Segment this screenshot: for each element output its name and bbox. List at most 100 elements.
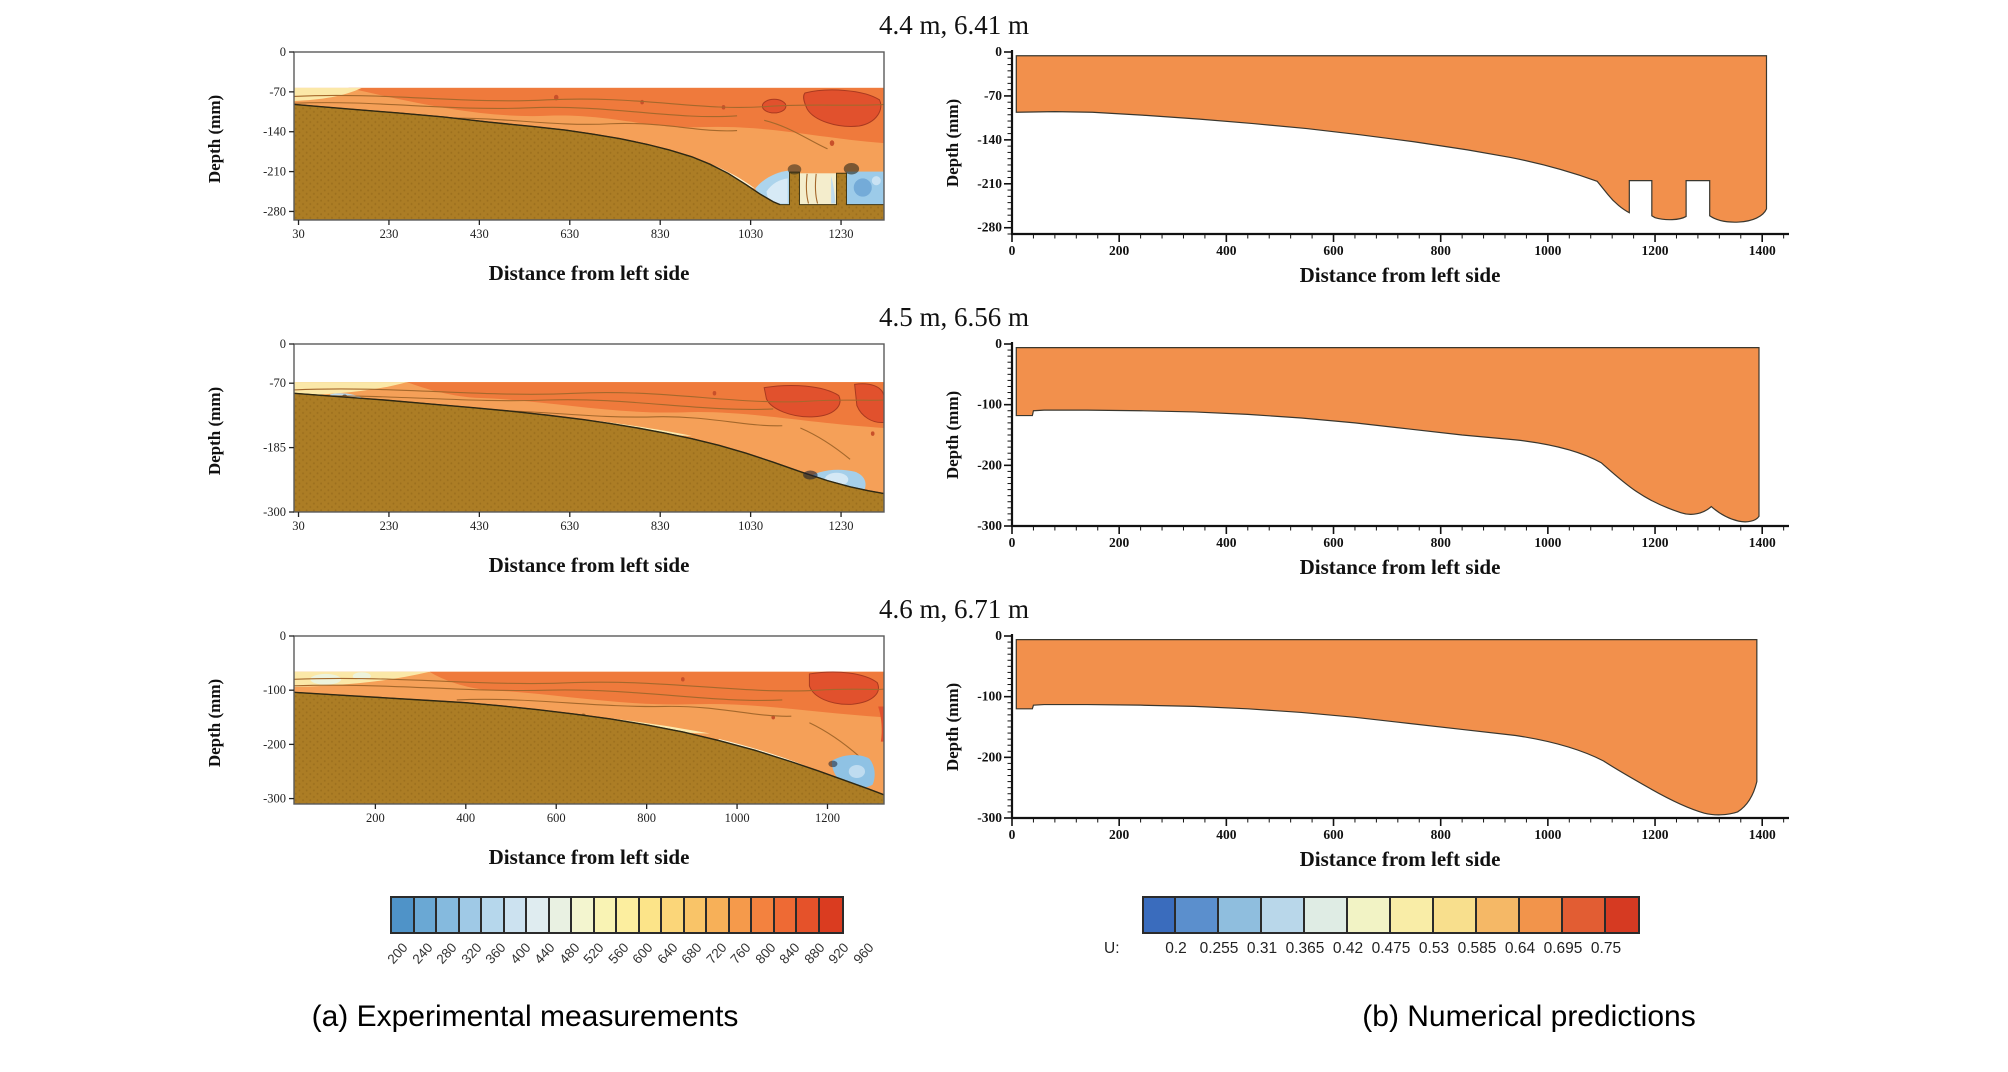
y-axis-label: Depth (mm) — [205, 95, 224, 183]
tick-label: -300 — [977, 810, 1002, 825]
tick-label: 400 — [1216, 535, 1237, 550]
x-axis-label: Distance from left side — [489, 261, 690, 285]
axes: 0 -100 -200 -300 0 200 400 600 800 1000 1200 1400 — [977, 628, 1789, 842]
plot-artwork — [1015, 55, 1767, 223]
tick-label: -200 — [977, 749, 1002, 764]
tick-label: 800 — [1431, 827, 1452, 842]
colorbar-cell — [729, 898, 752, 932]
plot-experimental-2: 0 -70 -185 -300 30 230 430 630 830 1030 1230 Depth… — [194, 336, 894, 588]
tick-label: 200 — [1109, 243, 1130, 258]
tick-label: -100 — [977, 689, 1002, 704]
tick-label: 1230 — [829, 519, 854, 533]
y-axis-label: Depth (mm) — [943, 391, 962, 479]
tick-label: 1200 — [815, 811, 840, 825]
tick-label: 600 — [1323, 535, 1344, 550]
tick-label: 0 — [280, 337, 286, 351]
tick-label: 600 — [1323, 827, 1344, 842]
tick-label: 1400 — [1749, 535, 1776, 550]
u-prefix-label: U: — [1104, 940, 1120, 957]
colorbar-experimental-labels: 200 240 280 320 360 400 440 480 520 560 600 640 680 7… — [384, 934, 876, 986]
tick-label: 800 — [1431, 243, 1452, 258]
axes: 0 -70 -140 -210 -280 30 230 430 630 830 1030 1230 — [263, 45, 885, 241]
tick-label: 800 — [637, 811, 656, 825]
axes: 0 -100 -200 -300 0 200 400 600 800 1000 1200 1400 — [977, 336, 1789, 550]
tick-label: 1400 — [1749, 243, 1776, 258]
tick-label: -100 — [977, 397, 1002, 412]
tick-label: 1400 — [1749, 827, 1776, 842]
plot-artwork — [294, 52, 884, 220]
colorbar-cell — [504, 898, 527, 932]
plot-artwork — [1015, 639, 1758, 816]
colorbar-cell — [572, 898, 595, 932]
axes: 0 -100 -200 -300 200 400 600 800 1000 1200 — [263, 629, 885, 825]
colorbar-cell — [1477, 898, 1520, 932]
colorbar-row: 200 240 280 320 360 400 440 480 520 560 600 640 680 7… — [0, 896, 2008, 986]
colorbar-cell — [437, 898, 460, 932]
tick-label: 200 — [1109, 827, 1130, 842]
colorbar-cell — [797, 898, 820, 932]
colorbar-cell — [707, 898, 730, 932]
colorbar-cell — [549, 898, 572, 932]
tick-label: 1030 — [738, 519, 763, 533]
colorbar-tick-label: 0.53 — [1418, 940, 1450, 957]
colorbar-cell — [482, 898, 505, 932]
x-axis-label: Distance from left side — [1300, 263, 1501, 287]
colorbar-cell — [1219, 898, 1262, 932]
x-axis-label: Distance from left side — [489, 845, 690, 869]
colorbar-cell — [1348, 898, 1391, 932]
x-axis-label: Distance from left side — [489, 553, 690, 577]
figure-row-2: 0 -70 -185 -300 30 230 430 630 830 1030 1230 Depth… — [0, 336, 2008, 588]
numerical-plot-svg-3: 0 -100 -200 -300 0 200 400 600 800 1000 1200 1400 D… — [943, 628, 1789, 871]
tick-label: -140 — [977, 132, 1002, 147]
tick-label: 1230 — [829, 227, 854, 241]
tick-label: 630 — [560, 227, 579, 241]
tick-label: 630 — [560, 519, 579, 533]
tick-label: 0 — [995, 628, 1002, 643]
experimental-plot-svg-1: 0 -70 -140 -210 -280 30 230 430 630 830 1030 1230 D… — [205, 45, 885, 285]
colorbar-cell — [752, 898, 775, 932]
tick-label: -300 — [263, 792, 286, 806]
numerical-plot-svg-2: 0 -100 -200 -300 0 200 400 600 800 1000 1200 1400 D… — [943, 336, 1789, 579]
captions: (a) Experimental measurements (b) Numeri… — [0, 1000, 2008, 1034]
tick-label: 1000 — [1534, 535, 1561, 550]
colorbar-cell — [1176, 898, 1219, 932]
tick-label: 0 — [995, 44, 1002, 59]
tick-label: 230 — [380, 227, 399, 241]
colorbar-experimental-cells — [390, 896, 844, 934]
tick-label: -200 — [977, 457, 1002, 472]
tick-label: 1030 — [738, 227, 763, 241]
y-axis-label: Depth (mm) — [943, 683, 962, 771]
colorbar-cell — [414, 898, 437, 932]
y-axis-label: Depth (mm) — [205, 387, 224, 475]
tick-label: 200 — [1109, 535, 1130, 550]
caption-experimental: (a) Experimental measurements — [311, 1000, 739, 1033]
tick-label: -200 — [263, 737, 286, 751]
plot-numerical-2: 0 -100 -200 -300 0 200 400 600 800 1000 1200 1400 D… — [934, 336, 1814, 588]
tick-label: 430 — [470, 519, 489, 533]
colorbar-tick-label: 0.695 — [1543, 940, 1583, 957]
tick-label: 400 — [456, 811, 475, 825]
tick-label: 400 — [1216, 243, 1237, 258]
tick-label: -300 — [263, 505, 286, 519]
colorbar-cell — [1144, 898, 1176, 932]
tick-label: 0 — [1009, 827, 1016, 842]
axes: 0 -70 -140 -210 -280 0 200 400 600 800 1000 1200 140… — [977, 44, 1789, 258]
plot-frame — [293, 343, 885, 513]
plot-numerical-1: 0 -70 -140 -210 -280 0 200 400 600 800 1000 1200 140… — [934, 44, 1814, 296]
tick-label: -70 — [984, 88, 1002, 103]
colorbar-tick-label: 0.475 — [1371, 940, 1411, 957]
colorbar-cell — [819, 898, 842, 932]
experimental-plot-svg-2: 0 -70 -185 -300 30 230 430 630 830 1030 1230 Depth… — [205, 337, 885, 577]
colorbar-tick-label: 0.75 — [1590, 940, 1622, 957]
tick-label: -210 — [977, 176, 1002, 191]
tick-label: 800 — [1431, 535, 1452, 550]
plot-artwork — [294, 636, 884, 804]
tick-label: 1000 — [1534, 827, 1561, 842]
tick-label: -100 — [263, 683, 286, 697]
figure-row-3: 0 -100 -200 -300 200 400 600 800 1000 1200 Depth … — [0, 628, 2008, 880]
colorbar-tick-label: 0.64 — [1504, 940, 1536, 957]
colorbar-cell — [392, 898, 415, 932]
colorbar-cell — [1305, 898, 1348, 932]
colorbar-numerical-labels: U: 0.2 0.255 0.31 0.365 0.42 0.475 0.53 0.585 0.… — [1104, 934, 1640, 964]
